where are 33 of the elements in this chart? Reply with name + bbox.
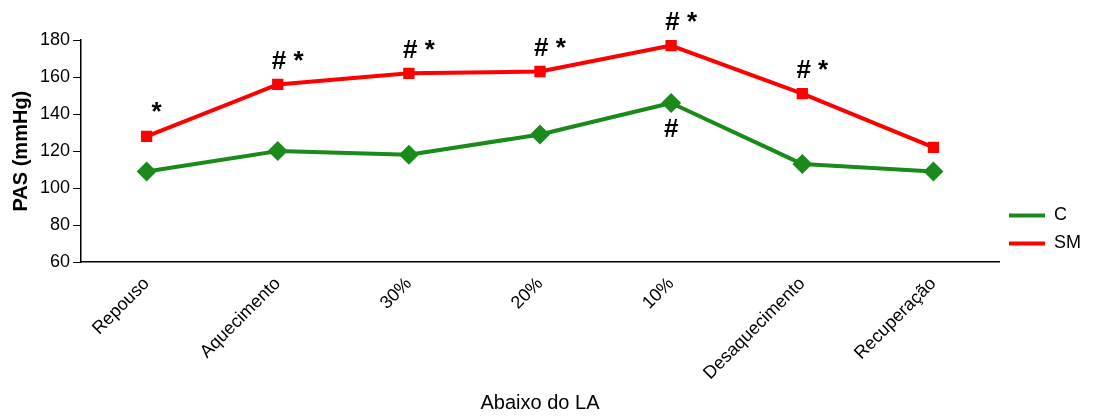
- point: [136, 161, 157, 182]
- y-tick-label: 140: [39, 103, 71, 124]
- annotation: #: [663, 113, 679, 144]
- annotation: # *: [271, 44, 305, 75]
- annotation: # *: [402, 33, 436, 64]
- point: [796, 88, 808, 100]
- point: [534, 65, 546, 78]
- point: [272, 78, 284, 91]
- point: [665, 40, 677, 52]
- y-tick-label: 120: [39, 140, 71, 161]
- annotation: *: [151, 96, 163, 127]
- legend-label: C: [1054, 204, 1067, 225]
- annotation: # *: [796, 53, 830, 84]
- point: [927, 141, 940, 154]
- point: [140, 130, 153, 142]
- x-axis-title: Abaixo do LA: [480, 390, 601, 413]
- point: [403, 67, 415, 79]
- y-tick-label: 60: [50, 251, 71, 272]
- point: [267, 141, 288, 162]
- y-tick-label: 180: [39, 28, 71, 49]
- x-tick-label: 30%: [375, 273, 416, 313]
- point: [661, 92, 682, 113]
- annotation: # *: [534, 31, 567, 62]
- point: [398, 144, 419, 165]
- y-axis-title: PAS (mmHg): [8, 90, 31, 212]
- y-tick-label: 100: [39, 177, 71, 198]
- y-tick-label: 80: [50, 214, 71, 235]
- annotation: # *: [665, 5, 698, 36]
- legend-label: SM: [1054, 232, 1081, 253]
- point: [923, 161, 944, 182]
- y-tick-label: 160: [39, 66, 71, 86]
- point: [792, 154, 813, 175]
- point: [530, 124, 551, 145]
